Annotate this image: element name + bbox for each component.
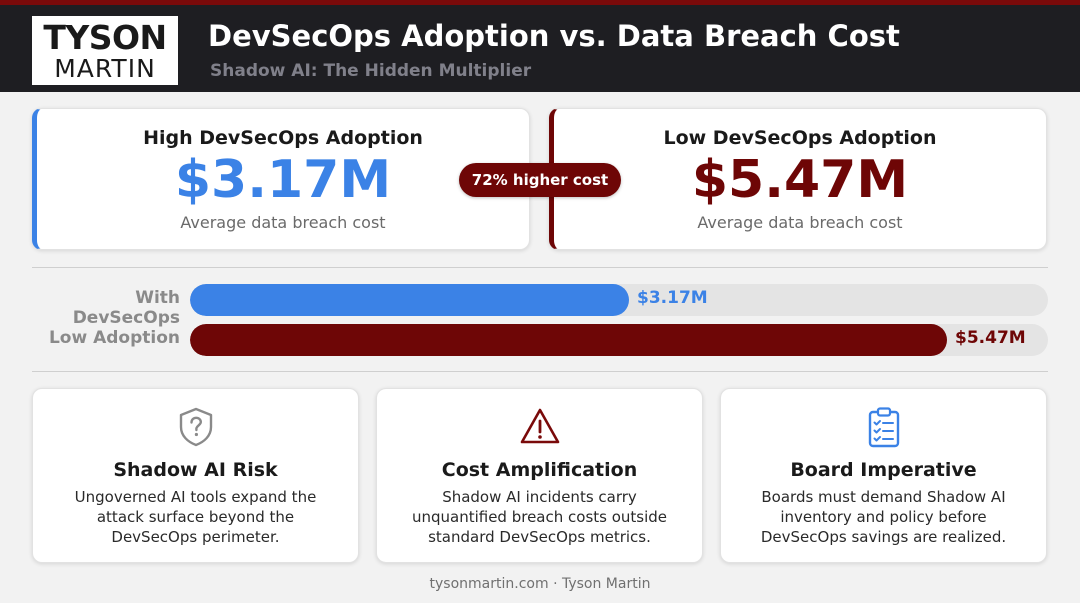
high-adoption-value: $3.17M (174, 150, 392, 210)
high-adoption-caption: Average data breach cost (180, 213, 386, 232)
cost-difference-badge: 72% higher cost (459, 163, 621, 197)
low-adoption-caption: Average data breach cost (697, 213, 903, 232)
cost-amplification-body: Shadow AI incidents carry unquantified b… (411, 488, 668, 546)
footer-credit: tysonmartin.com · Tyson Martin (429, 576, 651, 592)
shield-question-icon (179, 407, 212, 447)
bar-with-devsecops (190, 284, 629, 316)
logo-line-1: TYSON (43, 18, 167, 57)
shadow-ai-risk-body: Ungoverned AI tools expand the attack su… (74, 488, 317, 546)
low-adoption-card: Low DevSecOps Adoption $5.47M Average da… (549, 108, 1047, 250)
board-imperative-title: Board Imperative (790, 459, 977, 481)
bar-value-label-0: $3.17M (637, 288, 708, 308)
page-subtitle: Shadow AI: The Hidden Multiplier (210, 61, 532, 81)
cost-amplification-title: Cost Amplification (441, 459, 638, 481)
low-adoption-label: Low DevSecOps Adoption (663, 127, 937, 149)
high-adoption-label: High DevSecOps Adoption (143, 127, 423, 149)
divider-top (32, 267, 1048, 268)
shadow-ai-risk-card: Shadow AI Risk Ungoverned AI tools expan… (32, 388, 359, 563)
logo: TYSON MARTIN (32, 16, 178, 85)
bar-track-1 (190, 324, 1048, 356)
bar-category-label-1: Low Adoption (48, 328, 180, 348)
bar-value-label-1: $5.47M (955, 328, 1026, 348)
board-imperative-card: Board Imperative Boards must demand Shad… (720, 388, 1047, 563)
bar-low-adoption (190, 324, 947, 356)
header: TYSON MARTIN DevSecOps Adoption vs. Data… (0, 0, 1080, 92)
shadow-ai-risk-title: Shadow AI Risk (113, 459, 278, 481)
page-title: DevSecOps Adoption vs. Data Breach Cost (208, 19, 900, 53)
warning-triangle-icon (520, 408, 559, 444)
divider-bottom (32, 371, 1048, 372)
board-imperative-body: Boards must demand Shadow AI inventory a… (760, 488, 1007, 546)
bar-track-0 (190, 284, 1048, 316)
clipboard-checklist-icon (868, 407, 899, 448)
cost-amplification-card: Cost Amplification Shadow AI incidents c… (376, 388, 703, 563)
logo-line-2: MARTIN (54, 54, 156, 83)
high-adoption-card: High DevSecOps Adoption $3.17M Average d… (32, 108, 530, 250)
low-adoption-value: $5.47M (691, 150, 909, 210)
bar-category-label-0: With DevSecOps (72, 288, 180, 328)
